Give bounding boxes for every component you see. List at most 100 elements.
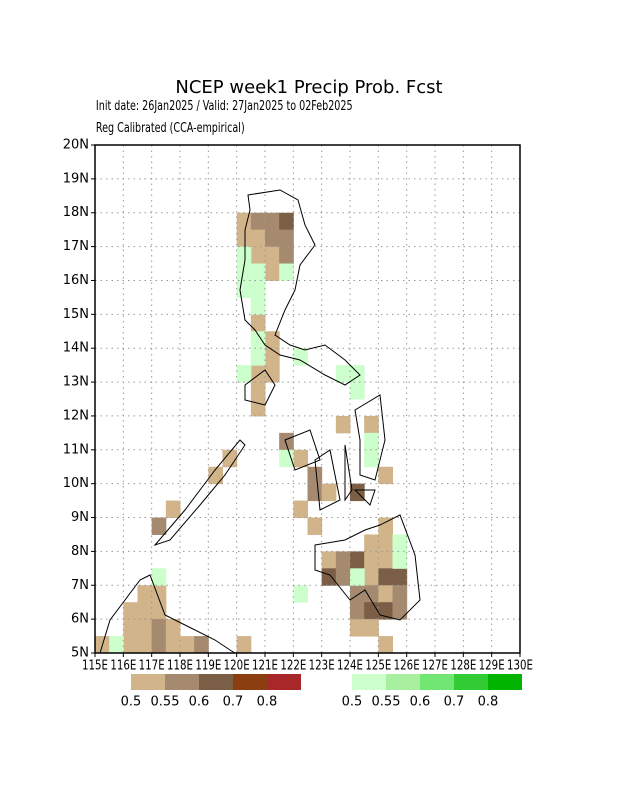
grid-cell [250,212,266,231]
grid-cell [236,263,252,281]
grid-cell [194,636,209,654]
grid-cell [378,517,393,535]
cells [95,212,408,654]
colorbar-label: 0.6 [189,695,210,710]
x-tick-label: 118E [167,659,193,674]
panay [284,429,321,471]
grid-cell [350,365,365,383]
grid-cell [279,432,294,451]
grid-cell [165,636,181,654]
grid-cell [236,246,252,265]
grid-cell [335,365,351,383]
grid-cell [250,280,266,298]
grid-cell [236,212,252,231]
grid-cell [364,568,379,586]
grid-cell [307,517,323,535]
grid-cell [279,212,294,231]
y-tick-label: 5N [71,646,89,661]
colorbar-box [352,674,386,690]
grid-cell [392,551,408,569]
x-tick-label: 121E [252,659,278,674]
y-tick-label: 10N [63,476,89,491]
grid-cell [137,585,153,603]
grid-cell [250,314,266,332]
grid-cell [378,602,393,620]
y-tick-label: 18N [63,205,89,220]
colorbar-box [454,674,488,690]
y-tick-label: 6N [71,612,89,627]
grid-cell [151,568,167,586]
colorbar-label: 0.7 [444,695,465,710]
grid-cell [265,212,280,231]
grid-cell [250,399,266,417]
x-tick-label: 116E [110,659,136,674]
y-tick-label: 7N [71,578,89,593]
grid-cell [350,585,365,603]
grid-cell [137,602,153,620]
grid-cell [378,551,393,569]
grid-cell [392,534,408,552]
x-tick-label: 125E [365,659,391,674]
grid-cell [335,415,351,434]
colorbar-box [131,674,165,690]
grid-cell [350,619,365,637]
grid-cell [250,331,266,349]
grid-cell [392,568,408,586]
grid-cell [279,229,294,248]
grid-cell [364,619,379,637]
grid-cell [265,365,280,383]
plot-frame [94,144,521,654]
palawan [153,439,246,547]
cebu [344,444,353,502]
luzon [239,189,361,386]
grid-cell [293,500,308,519]
grid-cell [250,297,266,315]
grid-cell [250,365,266,383]
grid-cell [350,568,365,586]
x-tick-label: 123E [309,659,335,674]
grid-cell [392,602,408,620]
grid-cell [151,517,167,535]
y-tick-label: 14N [63,341,89,356]
grid-cell [151,619,167,637]
grid-cell [208,466,223,485]
y-tick-label: 12N [63,408,89,423]
grid-cell [279,246,294,265]
x-tick-label: 129E [479,659,505,674]
subtitle: Init date: 26Jan2025 / Valid: 27Jan2025 … [96,98,353,113]
grid-cell [165,619,181,637]
x-tick-label: 124E [337,659,363,674]
grid-cell [321,483,337,502]
grid-cell [236,365,252,383]
y-tick-label: 16N [63,273,89,288]
bohol [353,489,376,506]
x-tick-label: 126E [394,659,420,674]
grid-cell [364,551,379,569]
grid-cell [364,534,379,552]
grid-cell [378,636,393,654]
grid-cell [378,585,393,603]
y-tick-label: 19N [63,171,89,186]
x-tick-label: 128E [450,659,476,674]
grid-cell [137,619,153,637]
grid-cell [378,534,393,552]
borneo [99,574,236,654]
samar-leyte [354,394,386,481]
colorbar-box [199,674,233,690]
grid-cell [364,449,379,468]
grid-cell [279,263,294,281]
grid-cell [265,246,280,265]
grid-cell [364,415,379,434]
colorbar-label: 0.6 [410,695,431,710]
x-tick-label: 119E [195,659,221,674]
coastlines [99,189,421,654]
grid-cell [265,229,280,248]
grid-cell [236,636,252,654]
grid-cell [137,636,153,654]
colorbar-label: 0.8 [257,695,278,710]
colorbar-box [233,674,267,690]
grid-cell [321,551,337,569]
colorbar-box [420,674,454,690]
y-tick-label: 13N [63,375,89,390]
